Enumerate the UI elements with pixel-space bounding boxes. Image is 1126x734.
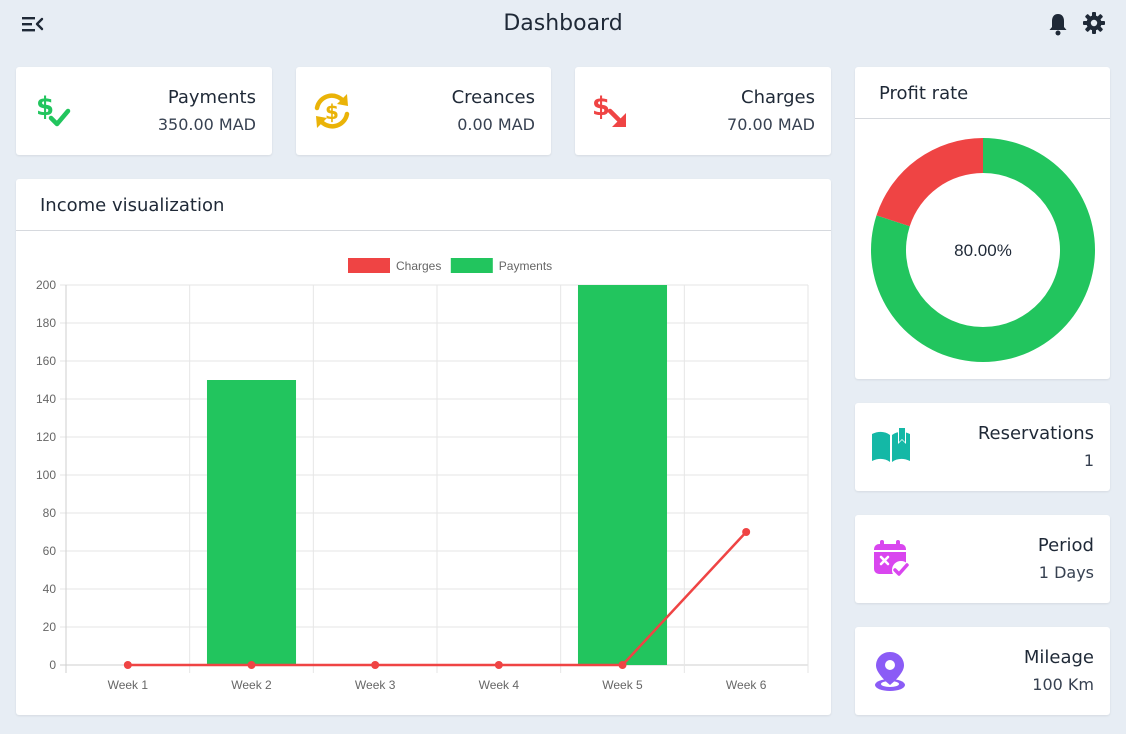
x-tick-label: Week 2 [231, 678, 272, 692]
svg-text:$: $ [592, 92, 610, 122]
profit-rate-panel: Profit rate 80.00% [855, 67, 1110, 379]
creances-card: $ Creances 0.00 MAD [296, 67, 551, 155]
x-tick-label: Week 5 [602, 678, 643, 692]
creances-value: 0.00 MAD [457, 115, 535, 134]
profit-panel-title: Profit rate [879, 83, 969, 104]
calendar-check-icon [874, 540, 910, 579]
dollar-check-icon: $ [36, 92, 71, 127]
legend-swatch [450, 258, 493, 273]
y-tick-label: 0 [49, 658, 56, 672]
charges-card: $ Charges 70.00 MAD [575, 67, 831, 155]
legend-label: Payments [499, 259, 552, 273]
point-charges [494, 661, 503, 669]
income-panel-title: Income visualization [40, 195, 225, 216]
point-charges [123, 661, 132, 669]
reservations-value: 1 [1083, 451, 1094, 470]
y-tick-label: 200 [36, 278, 56, 292]
svg-text:$: $ [325, 100, 339, 124]
x-tick-label: Week 4 [479, 678, 520, 692]
open-book-icon [872, 428, 910, 462]
menu-collapse-icon[interactable] [22, 14, 44, 34]
x-tick-label: Week 3 [355, 678, 396, 692]
charges-label: Charges [741, 87, 815, 108]
top-bar: Dashboard [0, 0, 1126, 50]
y-tick-label: 20 [43, 620, 57, 634]
mileage-value: 100 Km [1032, 675, 1094, 694]
payments-value: 350.00 MAD [157, 115, 256, 134]
y-tick-label: 140 [36, 392, 56, 406]
period-label: Period [1037, 535, 1094, 556]
bar-payments [206, 380, 297, 665]
income-visualization-panel: Income visualization 200 180 160 140 120 100 8… [16, 179, 831, 715]
y-tick-label: 60 [43, 544, 57, 558]
x-tick-label: Week 6 [726, 678, 767, 692]
legend-swatch [348, 258, 390, 273]
x-tick-label: Week 1 [108, 678, 149, 692]
dollar-refresh-icon: $ [314, 93, 350, 129]
y-tick-label: 160 [36, 354, 56, 368]
y-tick-label: 80 [43, 506, 57, 520]
donut-slice-charges [876, 138, 983, 227]
reservations-card: Reservations 1 [855, 403, 1110, 491]
profit-panel-header: Profit rate [855, 67, 1110, 119]
y-tick-label: 40 [43, 582, 57, 596]
payments-card: $ Payments 350.00 MAD [16, 67, 272, 155]
point-charges [742, 528, 751, 536]
gear-icon[interactable] [1082, 11, 1106, 35]
period-card: Period 1 Days [855, 515, 1110, 603]
income-panel-header: Income visualization [16, 179, 831, 231]
y-tick-label: 120 [36, 430, 56, 444]
point-charges [247, 661, 256, 669]
donut-center-label: 80.00% [954, 241, 1012, 260]
reservations-label: Reservations [977, 423, 1094, 444]
map-pin-icon [875, 652, 905, 691]
profit-donut-chart: 80.00% [871, 138, 1095, 362]
mileage-card: Mileage 100 Km [855, 627, 1110, 715]
bell-icon[interactable] [1047, 12, 1069, 36]
mileage-label: Mileage [1023, 647, 1094, 668]
dollar-arrow-down-icon: $ [592, 92, 626, 127]
donut-slice-payments [871, 138, 1095, 362]
charges-value: 70.00 MAD [727, 115, 815, 134]
line-charges [127, 531, 748, 667]
bar-payments [577, 285, 668, 665]
payments-label: Payments [167, 87, 256, 108]
point-charges [371, 661, 380, 669]
page-title: Dashboard [503, 11, 623, 36]
y-tick-label: 100 [36, 468, 56, 482]
svg-text:$: $ [36, 92, 54, 122]
y-tick-label: 180 [36, 316, 56, 330]
period-value: 1 Days [1038, 563, 1094, 582]
point-charges [618, 661, 627, 669]
legend-label: Charges [396, 259, 441, 273]
creances-label: Creances [451, 87, 535, 108]
